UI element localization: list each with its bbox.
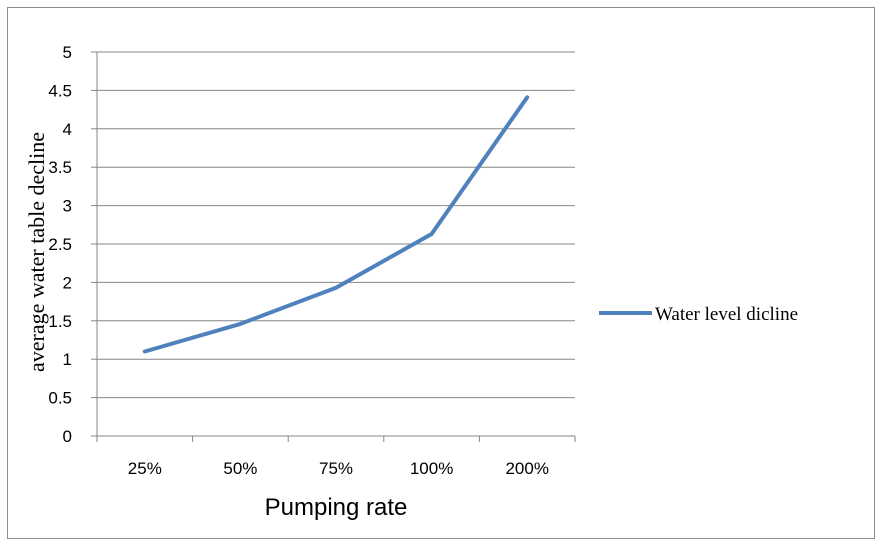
x-tick-label: 25% bbox=[128, 459, 162, 478]
axes bbox=[96, 52, 576, 442]
y-tick-label: 2 bbox=[63, 273, 72, 292]
chart-frame bbox=[7, 7, 875, 539]
y-tick-label: 4.5 bbox=[48, 81, 72, 100]
x-tick-label: 100% bbox=[410, 459, 453, 478]
y-tick-label: 1 bbox=[63, 350, 72, 369]
y-tick-labels: 0 0.5 1 1.5 2 2.5 3 3.5 4 4.5 5 bbox=[48, 43, 72, 446]
series-group bbox=[142, 95, 530, 354]
series-line bbox=[142, 95, 530, 354]
y-axis-title: average water table decline bbox=[24, 132, 49, 372]
y-tick-label: 5 bbox=[63, 43, 72, 62]
x-tick-label: 50% bbox=[223, 459, 257, 478]
y-tick-label: 0 bbox=[63, 427, 72, 446]
y-tick-label: 4 bbox=[63, 120, 72, 139]
x-tick-label: 200% bbox=[505, 459, 548, 478]
x-axis-title: Pumping rate bbox=[265, 494, 408, 521]
y-tick-label: 0.5 bbox=[48, 389, 72, 408]
x-tick-labels: 25% 50% 75% 100% 200% bbox=[128, 459, 549, 478]
y-tick-label: 3 bbox=[63, 197, 72, 216]
legend-label: Water level dicline bbox=[655, 304, 798, 325]
y-tick-label: 3.5 bbox=[48, 158, 72, 177]
legend: Water level dicline bbox=[599, 304, 798, 325]
y-tick-label: 1.5 bbox=[48, 312, 72, 331]
gridlines bbox=[91, 51, 575, 437]
y-tick-label: 2.5 bbox=[48, 235, 72, 254]
x-tick-label: 75% bbox=[319, 459, 353, 478]
